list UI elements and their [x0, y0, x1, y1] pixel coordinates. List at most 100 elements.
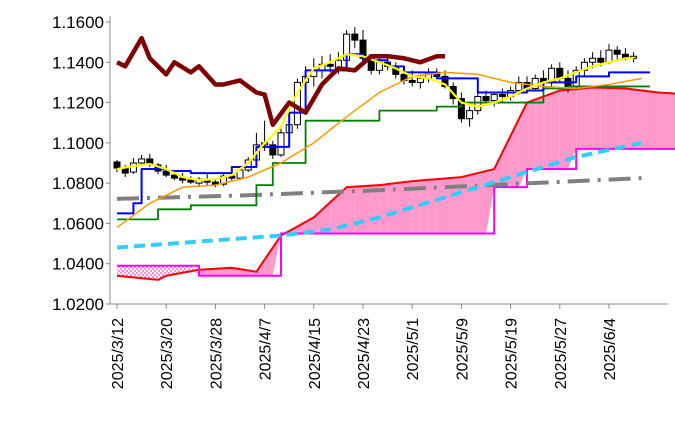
cloud-segment — [215, 268, 224, 276]
cloud-segment — [650, 91, 659, 149]
candle-down — [269, 144, 277, 156]
long-ma-line — [116, 176, 642, 201]
candle-down — [441, 75, 449, 87]
cloud-segment — [412, 180, 421, 234]
cloud-segment — [199, 269, 208, 276]
candle-down — [408, 79, 416, 83]
y-tick-label: 1.1200 — [52, 94, 104, 113]
candle-up — [605, 49, 613, 63]
cloud-segment — [264, 247, 273, 276]
y-tick-label: 1.0200 — [52, 295, 104, 314]
cloud-segment — [576, 88, 585, 149]
cloud-segment — [354, 186, 363, 234]
cloud-segment — [609, 87, 618, 149]
candle-up — [474, 96, 482, 112]
candle-down — [326, 63, 334, 67]
cloud-segment — [510, 119, 519, 188]
cloud-layer — [116, 86, 675, 281]
cloud-segment — [592, 87, 601, 149]
cloud-segment — [125, 265, 134, 278]
x-tick-label: 2025/4/7 — [258, 318, 275, 380]
cloud-segment — [666, 93, 675, 149]
candle-down — [170, 174, 178, 179]
leading-span-b-line — [117, 147, 675, 277]
leading-span-a-line — [116, 86, 675, 281]
cloud-segment — [633, 89, 642, 149]
conversion-line — [117, 85, 650, 221]
candle-up — [589, 57, 597, 63]
x-tick-label: 2025/5/9 — [454, 318, 471, 380]
cloud-segment — [166, 265, 175, 276]
y-tick-label: 1.0800 — [52, 174, 104, 193]
cloud-segment — [207, 268, 216, 276]
cloud-segment — [322, 202, 331, 234]
cloud-segment — [551, 90, 560, 170]
cloud-segment — [486, 169, 495, 234]
candle-up — [515, 81, 523, 91]
cloud-segment — [346, 186, 355, 234]
x-tick-label: 2025/6/4 — [602, 318, 619, 380]
candle-up — [416, 77, 424, 83]
cloud-segment — [149, 265, 158, 280]
line-layer — [116, 35, 650, 250]
cloud-segment — [600, 87, 609, 149]
y-tick-label: 1.0600 — [52, 214, 104, 233]
candle-down — [211, 181, 219, 185]
x-tick-label: 2025/5/1 — [405, 318, 422, 380]
cloud-segment — [330, 194, 339, 234]
y-tick-label: 1.0400 — [52, 255, 104, 274]
x-tick-label: 2025/4/15 — [307, 318, 324, 389]
cloud-segment — [379, 184, 388, 234]
cloud-segment — [395, 182, 404, 234]
candle-down — [457, 98, 465, 120]
candle-down — [113, 161, 121, 169]
cloud-segment — [625, 88, 634, 149]
cloud-segment — [469, 173, 478, 234]
x-tick-label: 2025/3/12 — [110, 318, 127, 389]
cloud-segment — [133, 265, 142, 279]
y-tick-label: 1.1000 — [52, 134, 104, 153]
cloud-segment — [527, 99, 536, 170]
cloud-segment — [420, 179, 429, 234]
cloud-segment — [338, 187, 347, 234]
candle-up — [466, 110, 474, 120]
cloud-segment — [535, 96, 544, 170]
x-tick-label: 2025/3/28 — [208, 318, 225, 389]
lagging-span-line — [116, 35, 445, 127]
x-tick-label: 2025/5/27 — [553, 318, 570, 389]
cloud-segment — [518, 102, 527, 188]
axis-layer: 1.1600 1.1400 1.1200 1.1000 1.0800 1.0600 1.04… — [52, 13, 668, 389]
cloud-segment — [584, 87, 593, 149]
cloud-segment — [559, 89, 568, 170]
cloud-segment — [461, 175, 470, 234]
candle-down — [482, 96, 490, 102]
x-tick-label: 2025/4/23 — [356, 318, 373, 389]
cloud-segment — [428, 179, 437, 234]
cloud-segment — [658, 92, 667, 149]
cloud-segment — [641, 90, 650, 149]
candle-down — [597, 57, 605, 63]
cloud-segment — [297, 221, 306, 234]
candle-up — [129, 162, 137, 173]
candle-down — [351, 33, 359, 41]
cloud-segment — [543, 93, 552, 170]
cloud-segment — [568, 88, 577, 170]
cloud-segment — [117, 265, 126, 277]
y-tick-label: 1.1400 — [52, 53, 104, 72]
candle-down — [613, 49, 621, 55]
cloud-segment — [436, 178, 445, 234]
y-tick-label: 1.1600 — [52, 13, 104, 32]
x-tick-label: 2025/3/20 — [159, 318, 176, 389]
cloud-segment — [363, 185, 372, 234]
cloud-segment — [477, 171, 486, 234]
cloud-segment — [445, 177, 454, 234]
cloud-segment — [141, 265, 150, 280]
cloud-segment — [371, 185, 380, 234]
ma200-line — [116, 140, 643, 250]
conversion-avg-line — [116, 53, 634, 182]
cloud-segment — [387, 183, 396, 234]
candle-up — [138, 158, 146, 164]
candle-down — [187, 179, 195, 183]
cloud-segment — [617, 88, 626, 149]
